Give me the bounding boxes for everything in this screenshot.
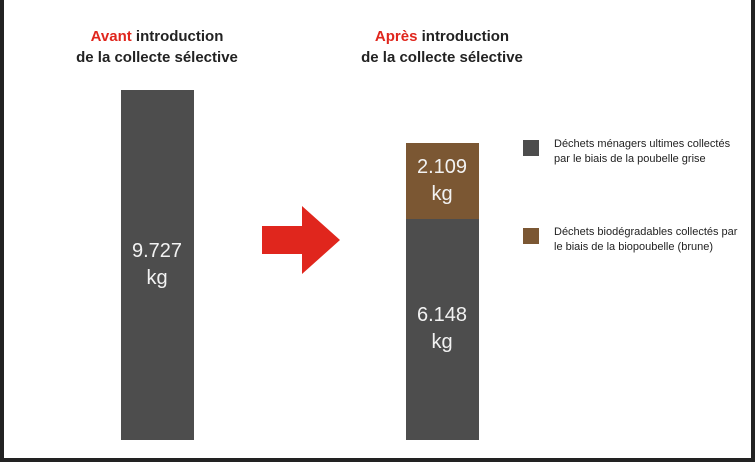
category-title-line: de la collecte sélective [361,49,523,66]
bar-segment [120,90,194,440]
title-line: Après introduction [312,26,572,47]
bar-segment [405,142,479,219]
category-name: Avant [90,28,132,45]
category-title-rest: introduction [421,28,510,45]
category-title-rest: introduction [135,28,224,45]
category-title: Avant introduction de la collecte sélecti… [27,26,287,68]
category-name: Après [374,28,418,45]
category-title-line: de la collecte sélective [76,49,238,66]
legend-swatch [523,228,539,244]
title-line: Avant introduction [27,26,287,47]
bar-segment [405,218,479,440]
value-label: 9.727 kg [131,240,183,289]
arrow-shape [262,206,340,274]
arrow [262,206,340,274]
value-label: 2.109 kg [416,155,468,205]
legend-label: Déchets ménagers ultimes collectés par l… [554,138,731,165]
value-label: 6.148 kg [416,304,468,354]
legend-swatch [523,140,539,156]
legend-label: Déchets biodégradables collectés par le … [554,226,738,253]
category-title: Après introduction de la collecte sélecti… [312,26,572,68]
